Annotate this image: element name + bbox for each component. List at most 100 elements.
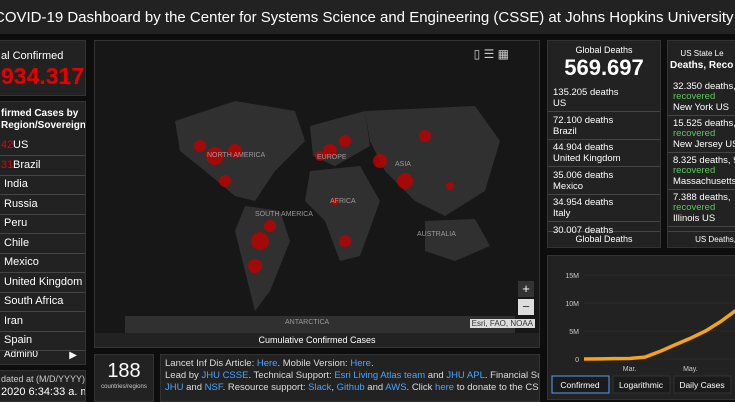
- y-tick-label: 0: [575, 357, 579, 364]
- count: 7.388 deaths,: [673, 192, 731, 203]
- count: 35.006 deaths: [553, 169, 614, 181]
- next-button[interactable]: ▶: [69, 350, 77, 361]
- name: US: [553, 98, 567, 109]
- recovered: recovered: [673, 128, 716, 139]
- attribution: Esri, FAO, NOAA: [469, 319, 535, 328]
- info-line: JHU and NSF. Resource support: Slack, Gi…: [165, 382, 539, 393]
- label: countries/regions: [101, 384, 147, 390]
- value: 569.697: [564, 55, 644, 80]
- link[interactable]: JHU CSSE: [201, 370, 249, 381]
- chart-panel: 0 5M 10M 15M Mar. May. Confirmed Logarithmic Dai…: [547, 255, 735, 400]
- tab[interactable]: [551, 375, 610, 394]
- list-item[interactable]: 31 Brazil: [0, 156, 85, 176]
- link[interactable]: Slack: [308, 382, 332, 393]
- line: [583, 308, 735, 361]
- y-tick-label: 5M: [569, 329, 579, 336]
- count: 32.350 deaths,: [673, 81, 735, 92]
- tab-label: Logarithmic: [619, 380, 664, 390]
- name: Brazil: [553, 125, 577, 137]
- list-item[interactable]: South Africa: [0, 292, 85, 312]
- info-line: Lancet Inf Dis Article: Here. Mobile Ver…: [165, 358, 374, 369]
- confirmed-list: firmed Cases by Region/Sovereignty Admin…: [0, 101, 86, 365]
- recovered: recovered: [673, 202, 716, 213]
- count: 34.954 deaths: [553, 197, 614, 208]
- link[interactable]: Github: [336, 382, 365, 393]
- name: US: [13, 139, 29, 151]
- name: New Jersey US: [673, 139, 735, 150]
- zoom-in[interactable]: +: [518, 281, 534, 297]
- list-item[interactable]: India: [0, 175, 85, 195]
- count: 44.904 deaths: [553, 142, 614, 153]
- list-item[interactable]: 72.100 deaths Brazil: [548, 112, 660, 140]
- value: 934.317: [1, 63, 85, 89]
- name: Massachusetts US: [673, 176, 735, 187]
- text: . Technical Support:: [248, 370, 335, 381]
- list-item[interactable]: 34.954 deaths Italy: [548, 194, 660, 222]
- confirmed-panel: al Confirmed 934.317: [0, 40, 86, 96]
- list-title: Region/Sovereignty: [1, 120, 86, 131]
- header: COVID-19 Dashboard by the Center for Sys…: [0, 0, 735, 34]
- count: 42: [1, 139, 14, 151]
- list-item[interactable]: Spain: [0, 331, 85, 351]
- tab[interactable]: [673, 375, 732, 394]
- text: Lancet Inf Dis Article:: [165, 358, 257, 369]
- tab-label: Daily Cases: [679, 380, 724, 390]
- link[interactable]: Here: [256, 358, 278, 369]
- list-item[interactable]: 135.205 deaths US: [548, 84, 660, 112]
- recovered: recovered: [673, 91, 716, 102]
- list-item[interactable]: Iran: [0, 312, 85, 332]
- zoom-out[interactable]: −: [518, 299, 534, 315]
- list-item[interactable]: 15.525 deaths, recovered New Jersey US: [668, 116, 735, 153]
- text: . Resource support:: [222, 382, 309, 393]
- list-item[interactable]: Chile: [0, 234, 85, 254]
- list-item[interactable]: 7.388 deaths, recovered Illinois US: [668, 190, 735, 227]
- title: COVID-19 Dashboard by the Center for Sys…: [0, 9, 735, 26]
- list-item[interactable]: United Kingdom: [0, 273, 85, 293]
- link[interactable]: JHU: [165, 382, 184, 393]
- count: 15.525 deaths,: [673, 118, 735, 129]
- y-tick-label: 10M: [565, 301, 579, 308]
- tab[interactable]: [612, 375, 671, 394]
- map: NORTH AMERICA SOUTH AMERICA EUROPE ASIA AFRI…: [95, 41, 539, 333]
- y-tick-label: 15M: [565, 273, 579, 280]
- text: .: [370, 358, 374, 369]
- list-item[interactable]: Mexico: [0, 253, 85, 273]
- text: ,: [331, 382, 337, 393]
- region-label: AUSTRALIA: [417, 231, 456, 238]
- list-item[interactable]: 30.007 deaths: [548, 222, 660, 248]
- region-label: SOUTH AMERICA: [255, 211, 313, 218]
- link[interactable]: Esri Living Atlas team: [334, 370, 426, 381]
- name: Mexico: [553, 180, 584, 192]
- chart: 0 5M 10M 15M Mar. May. Confirmed Logarithmic Dai…: [551, 273, 735, 394]
- count: 135.205 deaths: [553, 87, 619, 98]
- region-label: AFRICA: [330, 198, 356, 205]
- name: United Kingdom: [553, 153, 621, 164]
- name: Russia: [4, 197, 38, 210]
- list-item[interactable]: 42 US: [0, 136, 85, 156]
- link[interactable]: Here: [350, 358, 371, 369]
- list-title: firmed Cases by: [1, 108, 79, 119]
- text: Lead by: [165, 370, 202, 381]
- name: India: [4, 178, 28, 190]
- link[interactable]: JHU APL: [446, 370, 485, 381]
- link[interactable]: NSF: [204, 382, 223, 393]
- list-item[interactable]: 44.904 deaths United Kingdom: [548, 139, 660, 167]
- text: . Financial Support:: [484, 370, 539, 381]
- map-tools[interactable]: ▯ ☰ ▦: [473, 47, 509, 61]
- footer[interactable]: Global Deaths: [548, 231, 660, 247]
- list-item[interactable]: 35.006 deaths Mexico: [548, 167, 660, 195]
- map-tab[interactable]: Cumulative Confirmed Cases: [95, 333, 539, 347]
- region-label: ASIA: [395, 161, 411, 168]
- x-tick-label: May.: [683, 366, 698, 373]
- list-item[interactable]: Peru: [0, 214, 85, 234]
- count: 30.007 deaths: [553, 224, 614, 236]
- link[interactable]: AWS: [385, 382, 407, 393]
- text: and: [425, 370, 447, 381]
- name: South Africa: [4, 295, 64, 307]
- footer[interactable]: US Deaths,: [668, 231, 735, 247]
- list-item[interactable]: 32.350 deaths, recovered New York US: [668, 79, 735, 116]
- link[interactable]: here: [435, 382, 455, 393]
- list-item[interactable]: Russia: [0, 195, 85, 215]
